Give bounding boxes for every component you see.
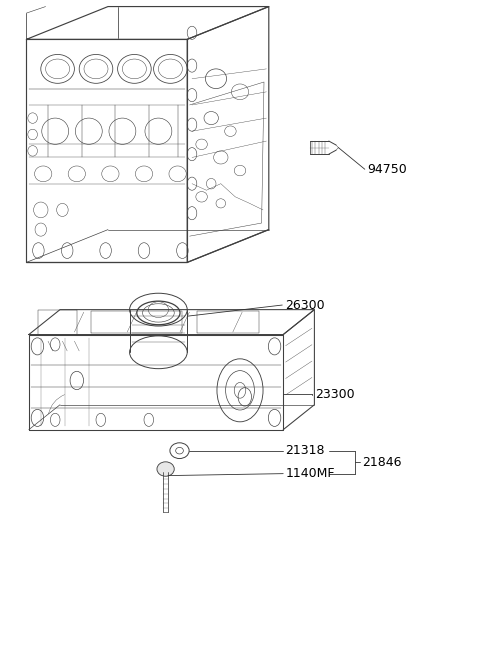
Text: 26300: 26300 xyxy=(285,298,324,312)
Text: 21318: 21318 xyxy=(286,444,325,457)
Text: 23300: 23300 xyxy=(315,388,355,401)
Ellipse shape xyxy=(157,462,174,476)
Text: 94750: 94750 xyxy=(367,163,407,176)
Text: 1140MF: 1140MF xyxy=(286,467,335,480)
Text: 21846: 21846 xyxy=(362,456,402,469)
